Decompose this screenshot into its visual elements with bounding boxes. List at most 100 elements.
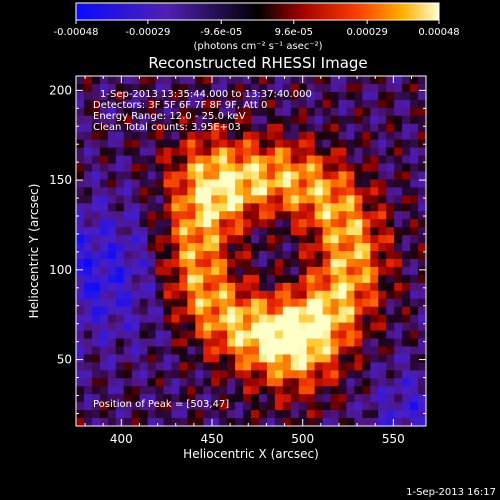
heatmap-cell [378, 251, 387, 260]
heatmap-cell [362, 354, 371, 363]
heatmap-cell [362, 386, 371, 395]
heatmap-cell [171, 83, 180, 93]
heatmap-cell [163, 211, 173, 220]
heatmap-cell [370, 243, 379, 252]
heatmap-cell [107, 322, 117, 332]
heatmap-cell [378, 418, 387, 426]
heatmap-cell [370, 306, 379, 316]
heatmap-cell [418, 282, 426, 292]
heatmap-cell [147, 298, 157, 308]
heatmap-cell [155, 298, 165, 308]
heatmap-cell [290, 211, 300, 220]
colorbar-tick-label: 0.00048 [418, 27, 459, 38]
heatmap-cell [322, 386, 332, 395]
heatmap-cell [290, 203, 300, 212]
heatmap-cell [362, 330, 371, 340]
heatmap-cell [402, 219, 411, 228]
heatmap-cell [282, 243, 292, 252]
heatmap-cell [330, 76, 340, 85]
heatmap-cell [338, 211, 348, 220]
heatmap-cell [195, 195, 204, 204]
heatmap-cell [338, 314, 348, 324]
heatmap-cell [418, 107, 426, 117]
timestamp: 1-Sep-2013 16:17 [406, 487, 496, 498]
heatmap-cell [362, 179, 371, 188]
heatmap-cell [99, 179, 109, 188]
heatmap-cell [227, 282, 236, 292]
heatmap-cell [235, 282, 244, 292]
heatmap-cell [99, 195, 109, 204]
heatmap-cell [274, 266, 284, 276]
heatmap-cell [131, 83, 141, 93]
heatmap-cell [274, 219, 284, 228]
heatmap-cell [243, 298, 252, 308]
heatmap-cell [235, 251, 244, 260]
heatmap-cell [410, 115, 419, 125]
heatmap-cell [410, 187, 419, 196]
heatmap-cell [243, 346, 252, 355]
heatmap-cell [147, 83, 157, 93]
heatmap-cell [282, 251, 292, 260]
heatmap-cell [227, 298, 236, 308]
heatmap-cell [370, 418, 379, 426]
heatmap-cell [163, 107, 173, 117]
heatmap-cell [139, 115, 149, 125]
heatmap-cell [107, 203, 117, 212]
heatmap-cell [266, 83, 276, 93]
heatmap-cell [290, 99, 300, 109]
heatmap-cell [338, 171, 348, 180]
heatmap-cell [314, 354, 324, 363]
heatmap-cell [266, 211, 276, 220]
heatmap-cell [179, 330, 188, 340]
heatmap-cell [362, 370, 371, 379]
heatmap-cell [346, 290, 355, 300]
heatmap-cell [306, 298, 316, 308]
heatmap-cell [338, 298, 348, 308]
heatmap-cell [346, 139, 355, 149]
heatmap-cell [266, 203, 276, 212]
heatmap-cell [235, 147, 244, 157]
heatmap-cell [187, 163, 196, 173]
heatmap-cell [314, 410, 324, 419]
heatmap-cell [282, 314, 292, 324]
heatmap-cell [139, 155, 149, 165]
heatmap-cell [155, 115, 165, 125]
heatmap-cell [123, 179, 133, 188]
heatmap-cell [235, 171, 244, 180]
heatmap-cell [282, 322, 292, 332]
heatmap-cell [386, 115, 395, 125]
heatmap-cell [99, 290, 109, 300]
heatmap-cell [203, 243, 212, 252]
heatmap-cell [330, 298, 340, 308]
heatmap-cell [258, 99, 268, 109]
heatmap-cell [195, 346, 204, 355]
heatmap-cell [338, 290, 348, 300]
heatmap-cell [378, 83, 387, 93]
heatmap-cell [211, 258, 220, 268]
heatmap-cell [418, 314, 426, 324]
heatmap-cell [187, 251, 196, 260]
heatmap-cell [171, 322, 180, 332]
heatmap-cell [362, 91, 371, 101]
heatmap-cell [187, 290, 196, 300]
heatmap-cell [227, 163, 236, 173]
heatmap-cell [370, 139, 379, 149]
heatmap-cell [195, 243, 204, 252]
heatmap-cell [115, 227, 125, 236]
heatmap-cell [243, 115, 252, 125]
heatmap-cell [330, 330, 340, 340]
heatmap-cell [282, 290, 292, 300]
x-tick-label: 500 [291, 432, 314, 446]
heatmap-cell [266, 410, 276, 419]
heatmap-cell [195, 76, 204, 85]
heatmap-cell [76, 251, 85, 260]
heatmap-cell [418, 402, 426, 411]
heatmap-cell [314, 107, 324, 117]
heatmap-cell [91, 99, 101, 109]
heatmap-cell [266, 386, 276, 395]
heatmap-cell [330, 290, 340, 300]
heatmap-cell [139, 370, 149, 379]
heatmap-cell [298, 163, 308, 173]
heatmap-cell [163, 227, 173, 236]
